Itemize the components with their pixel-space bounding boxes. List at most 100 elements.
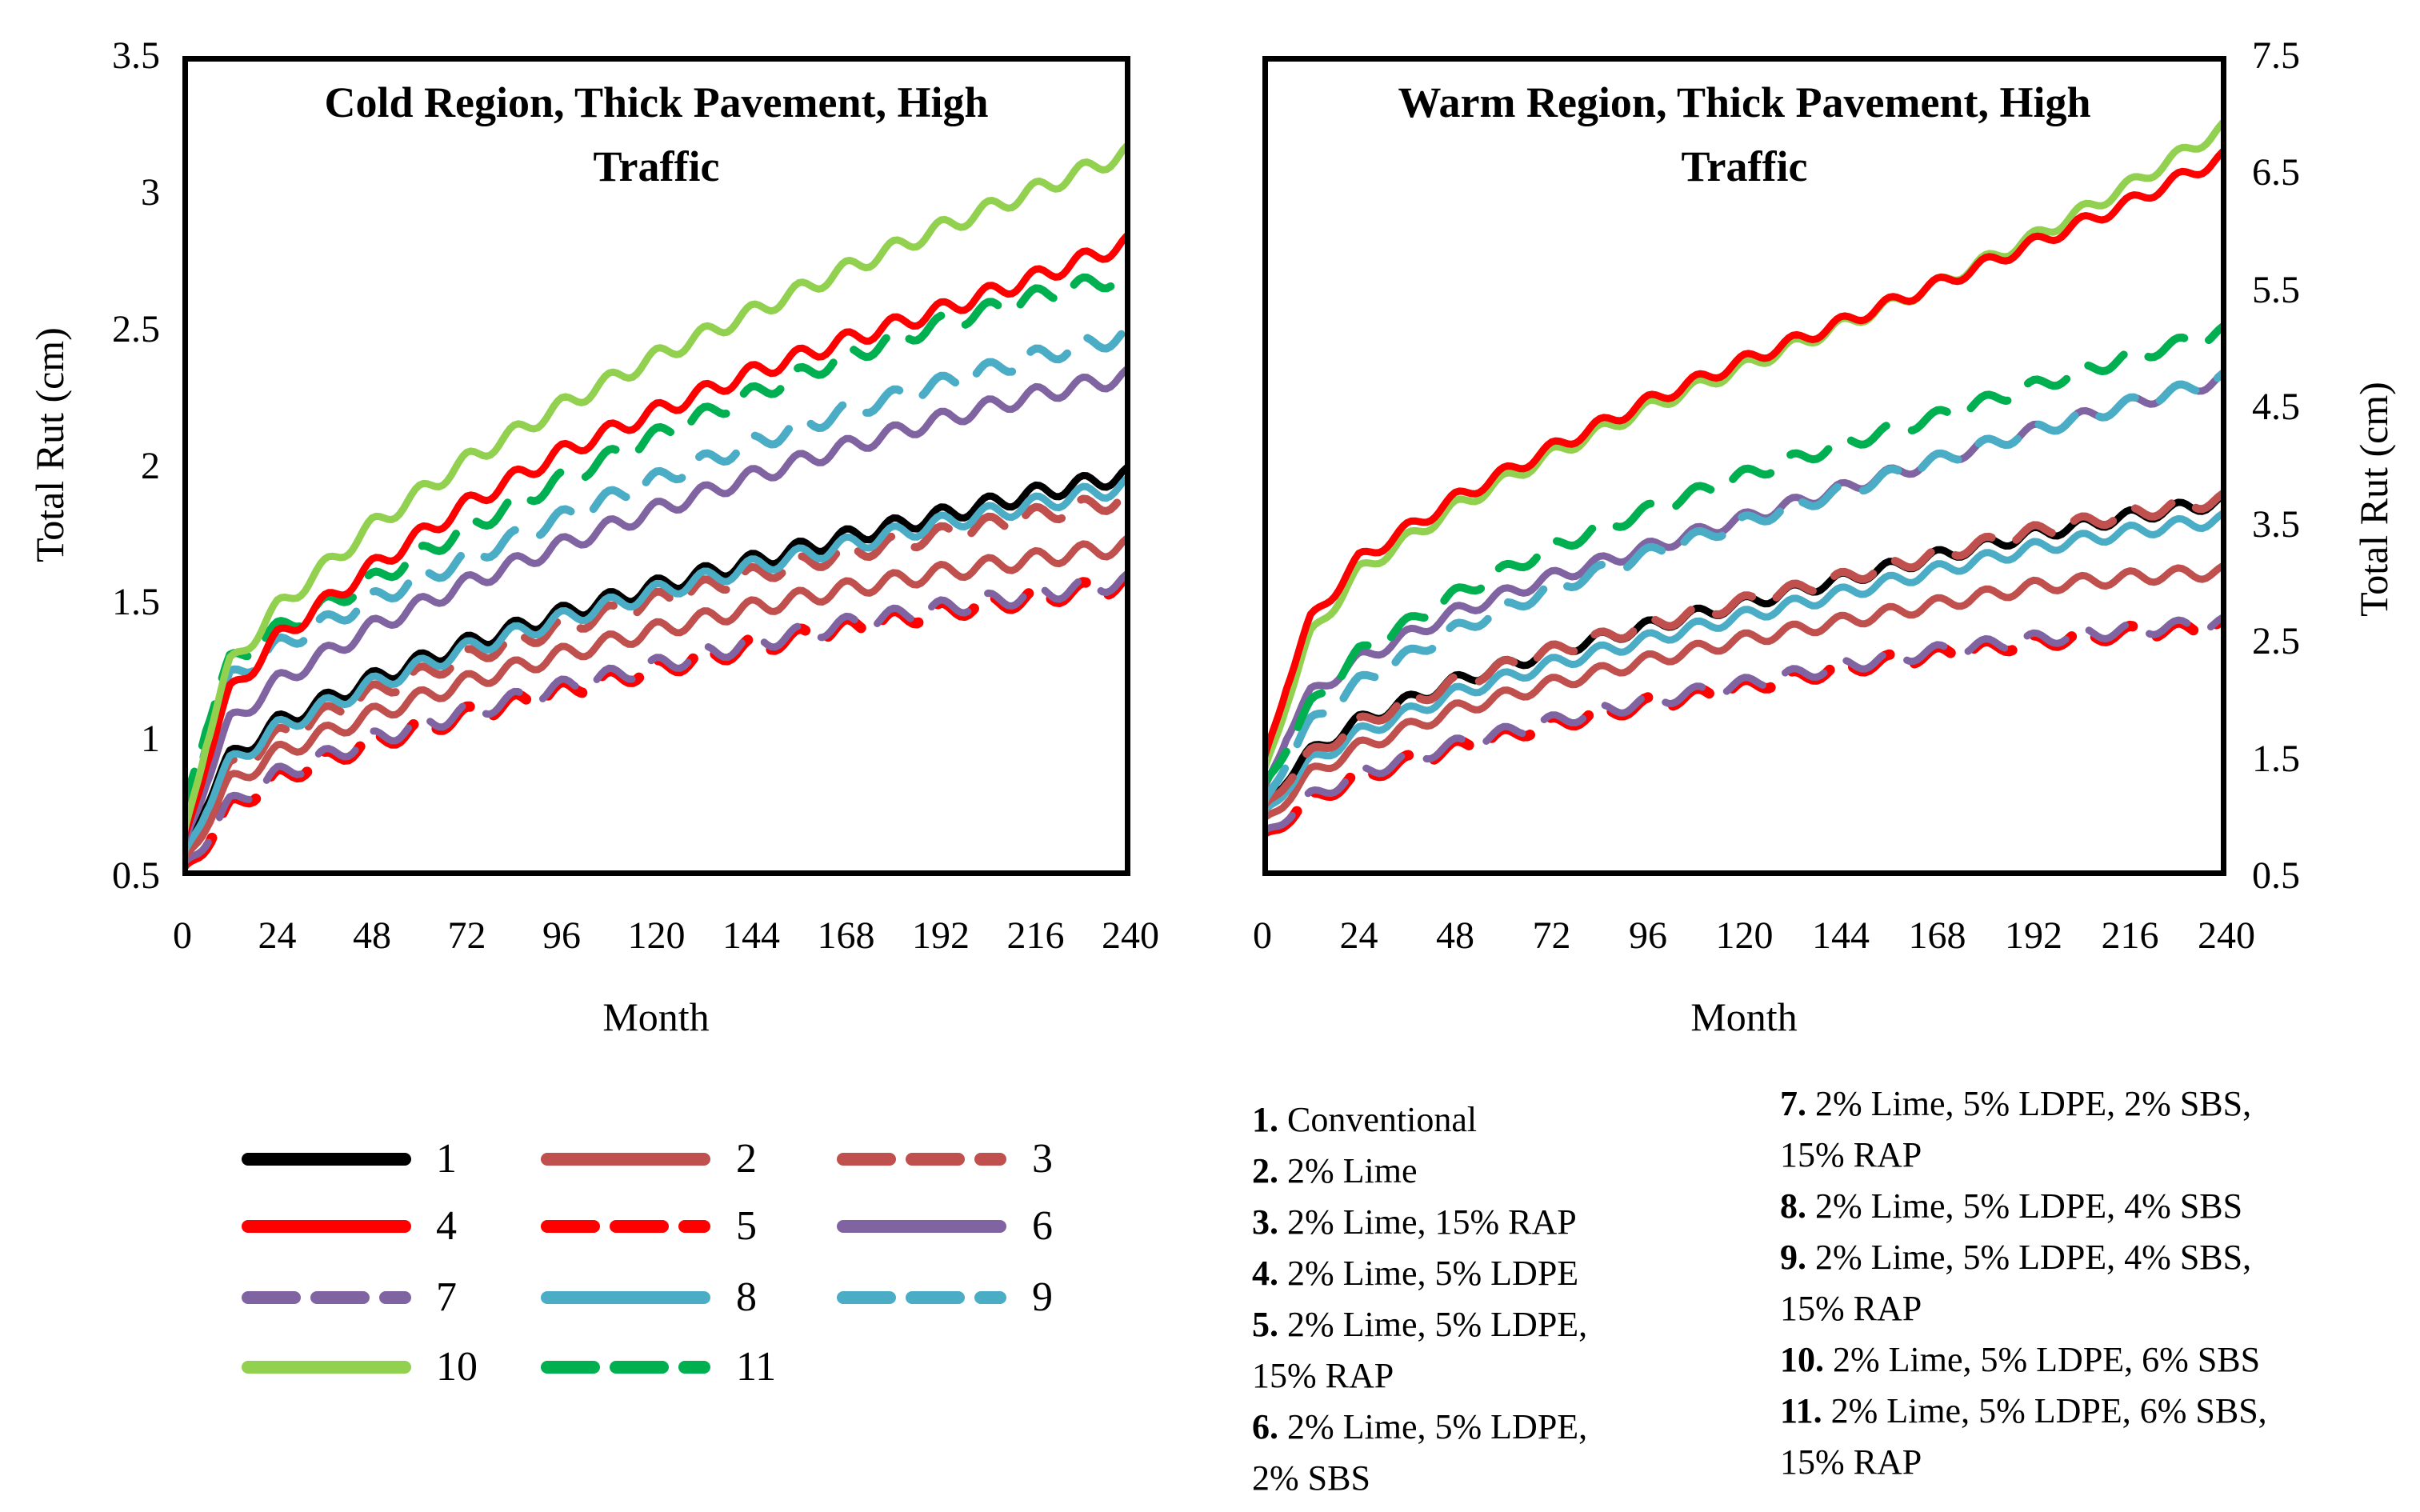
cold-chart-title: Cold Region, Thick Pavement, High Traffi… xyxy=(206,70,1106,198)
legend-swatch-10 xyxy=(242,1358,411,1376)
mix-desc-left-line-0: 1. Conventional xyxy=(1252,1100,1478,1139)
legend-item-number-3: 3 xyxy=(1032,1136,1053,1182)
cold-x-tick-label: 216 xyxy=(1006,914,1065,957)
warm-x-tick-label: 72 xyxy=(1532,914,1571,957)
warm-y-axis-title: Total Rut (cm) xyxy=(2351,382,2396,617)
cold-y-tick-label: 0.5 xyxy=(112,854,160,897)
legend-descriptions-right: 7. 2% Lime, 5% LDPE, 2% SBS, 15% RAP 8. 2%… xyxy=(1780,1078,2267,1488)
warm-chart-plot xyxy=(1262,56,2226,876)
mix-desc-left-line-7: 2% SBS xyxy=(1252,1458,1370,1498)
cold-y-tick-label: 3 xyxy=(141,170,160,214)
legend-swatch-5 xyxy=(541,1218,710,1235)
series-line-9 xyxy=(185,323,1128,828)
cold-y-tick-label: 1 xyxy=(141,718,160,761)
legend-descriptions-left: 1. Conventional 2. 2% Lime 3. 2% Lime, 15%… xyxy=(1252,1094,1587,1504)
cold-x-tick-label: 192 xyxy=(912,914,970,957)
series-line-7 xyxy=(1265,613,2224,835)
mix-desc-right-line-0: 7. 2% Lime, 5% LDPE, 2% SBS, xyxy=(1780,1084,2252,1123)
series-line-11 xyxy=(185,263,1128,817)
legend-item-number-9: 9 xyxy=(1032,1274,1053,1320)
cold-x-tick-label: 120 xyxy=(627,914,686,957)
mix-desc-left-number-3: 4. xyxy=(1252,1254,1278,1293)
warm-x-tick-label: 144 xyxy=(1812,914,1870,957)
warm-y-tick-label: 3.5 xyxy=(2252,502,2300,546)
cold-y-tick-label: 1.5 xyxy=(112,581,160,624)
legend-item-number-8: 8 xyxy=(736,1274,757,1320)
cold-x-tick-label: 48 xyxy=(353,914,391,957)
legend-swatch-3 xyxy=(837,1150,1006,1168)
series-line-2 xyxy=(185,534,1128,866)
series-line-11 xyxy=(1265,321,2224,791)
mix-desc-right-line-4: 15% RAP xyxy=(1780,1289,1922,1328)
mix-desc-right-number-0: 7. xyxy=(1780,1084,1806,1123)
cold-chart-title-line2: Traffic xyxy=(593,142,720,190)
series-line-3 xyxy=(185,487,1128,863)
warm-chart-title: Warm Region, Thick Pavement, High Traffi… xyxy=(1286,70,2202,198)
plot-border xyxy=(182,56,1130,876)
series-line-8 xyxy=(1265,509,2224,817)
series-line-2 xyxy=(1265,562,2224,823)
mix-desc-right-line-2: 8. 2% Lime, 5% LDPE, 4% SBS xyxy=(1780,1186,2243,1226)
legend-swatch-6 xyxy=(837,1218,1006,1235)
cold-x-tick-label: 72 xyxy=(447,914,486,957)
mix-desc-left-number-2: 3. xyxy=(1252,1202,1278,1242)
warm-x-tick-label: 120 xyxy=(1715,914,1774,957)
mix-desc-left-number-6: 6. xyxy=(1252,1407,1278,1446)
series-line-4 xyxy=(1265,146,2224,767)
warm-x-tick-label: 192 xyxy=(2005,914,2062,957)
legend-swatch-2 xyxy=(541,1150,710,1168)
mix-desc-right-line-1: 15% RAP xyxy=(1780,1135,1922,1174)
cold-x-axis-title: Month xyxy=(602,994,710,1039)
warm-x-tick-label: 216 xyxy=(2101,914,2159,957)
series-line-3 xyxy=(1265,489,2224,811)
cold-x-tick-label: 96 xyxy=(542,914,581,957)
plot-border xyxy=(1262,56,2226,876)
legend-swatch-4 xyxy=(242,1218,411,1235)
legend-item-number-7: 7 xyxy=(436,1274,457,1320)
warm-x-tick-label: 24 xyxy=(1339,914,1378,957)
cold-x-tick-label: 144 xyxy=(722,914,780,957)
warm-y-tick-label: 6.5 xyxy=(2252,151,2300,194)
mix-desc-left-line-1: 2. 2% Lime xyxy=(1252,1151,1418,1190)
series-line-1 xyxy=(185,462,1128,858)
legend-swatch-8 xyxy=(541,1289,710,1306)
legend-item-number-11: 11 xyxy=(736,1344,777,1390)
warm-y-tick-label: 7.5 xyxy=(2252,34,2300,77)
legend-item-number-6: 6 xyxy=(1032,1203,1053,1249)
mix-desc-right-line-6: 11. 2% Lime, 5% LDPE, 6% SBS, xyxy=(1780,1391,2267,1430)
cold-y-tick-label: 3.5 xyxy=(112,34,160,77)
cold-x-tick-label: 240 xyxy=(1102,914,1159,957)
mix-desc-right-number-2: 8. xyxy=(1780,1186,1806,1226)
legend-item-number-4: 4 xyxy=(436,1203,457,1249)
warm-x-tick-label: 168 xyxy=(1908,914,1966,957)
legend-swatch-1 xyxy=(242,1150,411,1168)
mix-desc-right-number-6: 11. xyxy=(1780,1391,1822,1430)
legend-item-number-10: 10 xyxy=(436,1344,478,1390)
warm-x-tick-label: 48 xyxy=(1436,914,1474,957)
legend-swatch-7 xyxy=(242,1289,411,1306)
series-line-6 xyxy=(185,364,1128,852)
series-line-4 xyxy=(185,230,1128,849)
cold-x-tick-label: 24 xyxy=(258,914,297,957)
cold-x-tick-label: 168 xyxy=(817,914,875,957)
warm-x-tick-label: 240 xyxy=(2198,914,2255,957)
legend-item-number-5: 5 xyxy=(736,1203,757,1249)
mix-desc-left-line-3: 4. 2% Lime, 5% LDPE xyxy=(1252,1254,1579,1293)
legend-item-number-2: 2 xyxy=(736,1136,757,1182)
mix-desc-right-line-3: 9. 2% Lime, 5% LDPE, 4% SBS, xyxy=(1780,1238,2252,1277)
warm-x-tick-label: 96 xyxy=(1629,914,1667,957)
series-line-7 xyxy=(185,570,1128,868)
mix-desc-left-line-5: 15% RAP xyxy=(1252,1356,1394,1395)
mix-desc-left-line-2: 3. 2% Lime, 15% RAP xyxy=(1252,1202,1577,1242)
mix-desc-left-number-1: 2. xyxy=(1252,1151,1278,1190)
mix-desc-right-line-7: 15% RAP xyxy=(1780,1442,1922,1482)
mix-desc-right-number-3: 9. xyxy=(1780,1238,1806,1277)
mix-desc-right-line-5: 10. 2% Lime, 5% LDPE, 6% SBS xyxy=(1780,1340,2261,1379)
warm-y-tick-label: 5.5 xyxy=(2252,268,2300,311)
legend-item-number-1: 1 xyxy=(436,1136,457,1182)
cold-y-tick-label: 2.5 xyxy=(112,307,160,350)
series-line-6 xyxy=(1265,369,2224,797)
series-line-10 xyxy=(185,140,1128,843)
warm-chart-title-line2: Traffic xyxy=(1681,142,1808,190)
